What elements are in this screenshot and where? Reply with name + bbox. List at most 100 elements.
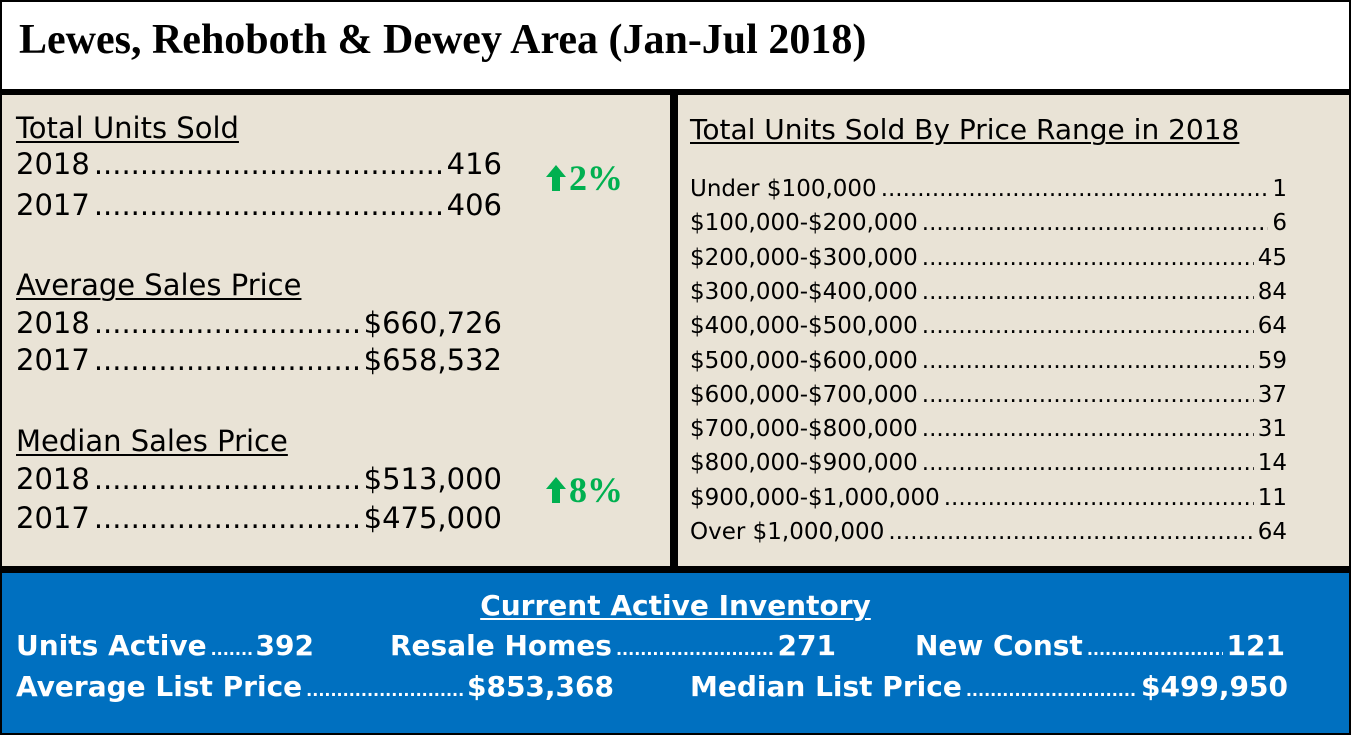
leader-dots [922, 450, 1254, 476]
row-label: Average List Price [16, 670, 303, 703]
median-price-row-2018: 2018 $513,000 [16, 462, 502, 498]
average-price-row-2018: 2018 $660,726 [16, 306, 502, 342]
row-value: $658,532 [363, 343, 502, 377]
row-label: New Const [915, 629, 1083, 662]
row-value: 416 [446, 147, 502, 181]
range-label: $300,000-$400,000 [690, 278, 918, 305]
row-value: 392 [255, 629, 314, 662]
row-label: Units Active [16, 629, 207, 662]
range-label: $900,000-$1,000,000 [690, 484, 940, 511]
price-range-panel: Total Units Sold By Price Range in 2018 … [678, 95, 1349, 566]
average-list-price-row: Average List Price $853,368 [16, 670, 614, 706]
page-title: Lewes, Rehoboth & Dewey Area (Jan-Jul 20… [19, 17, 867, 63]
active-inventory-panel: Current Active Inventory Units Active 39… [2, 573, 1349, 733]
price-range-heading: Total Units Sold By Price Range in 2018 [690, 113, 1240, 146]
sales-summary-panel: Total Units Sold 2018 416 2017 406 2% Av… [2, 95, 670, 566]
leader-dots [922, 210, 1269, 236]
leader-dots [211, 640, 252, 659]
range-label: $200,000-$300,000 [690, 244, 918, 271]
total-units-change-badge: 2% [545, 157, 623, 199]
price-range-row: $300,000-$400,000 84 [690, 279, 1287, 311]
leader-dots [616, 640, 774, 659]
price-range-row: Over $1,000,000 64 [690, 519, 1287, 551]
leader-dots [94, 306, 360, 340]
row-value: 406 [446, 188, 502, 222]
total-units-row-2017: 2017 406 [16, 188, 502, 224]
row-value: 121 [1226, 629, 1285, 662]
range-count: 37 [1257, 381, 1287, 408]
median-list-price-row: Median List Price $499,950 [690, 670, 1288, 706]
row-value: 271 [777, 629, 836, 662]
range-label: $100,000-$200,000 [690, 210, 918, 237]
range-count: 6 [1272, 210, 1287, 237]
price-range-row: $700,000-$800,000 31 [690, 416, 1287, 448]
range-count: 64 [1257, 519, 1287, 545]
range-count: 64 [1257, 313, 1287, 340]
total-units-heading: Total Units Sold [16, 111, 239, 145]
range-label: Over $1,000,000 [690, 519, 885, 545]
range-count: 11 [1257, 484, 1287, 511]
change-value: 2% [569, 158, 623, 198]
range-label: $600,000-$700,000 [690, 381, 918, 408]
range-count: 31 [1257, 416, 1287, 443]
price-range-row: Under $100,000 1 [690, 176, 1287, 208]
range-label: $800,000-$900,000 [690, 450, 918, 477]
leader-dots [966, 681, 1137, 700]
leader-dots [1087, 640, 1223, 659]
median-price-row-2017: 2017 $475,000 [16, 501, 502, 537]
range-count: 59 [1257, 347, 1287, 374]
price-range-row: $900,000-$1,000,000 11 [690, 485, 1287, 517]
leader-dots [881, 176, 1269, 202]
row-value: $513,000 [363, 462, 502, 496]
leader-dots [922, 279, 1254, 305]
range-count: 1 [1272, 176, 1287, 202]
row-label: 2018 [16, 306, 90, 340]
price-range-row: $200,000-$300,000 45 [690, 245, 1287, 277]
range-count: 45 [1257, 244, 1287, 271]
leader-dots [94, 462, 360, 496]
range-label: $500,000-$600,000 [690, 347, 918, 374]
leader-dots [922, 382, 1254, 408]
leader-dots [922, 313, 1254, 339]
row-label: Resale Homes [390, 629, 612, 662]
row-value: $660,726 [363, 306, 502, 340]
row-label: Median List Price [690, 670, 962, 703]
row-value: $499,950 [1140, 670, 1288, 703]
total-units-row-2018: 2018 416 [16, 147, 502, 183]
median-price-change-badge: 8% [545, 469, 623, 511]
up-arrow-icon [546, 165, 566, 191]
price-range-row: $100,000-$200,000 6 [690, 210, 1287, 242]
row-label: 2018 [16, 462, 90, 496]
row-label: 2018 [16, 147, 90, 181]
units-active-row: Units Active 392 [16, 629, 314, 665]
average-price-heading: Average Sales Price [16, 268, 302, 302]
header-panel: Lewes, Rehoboth & Dewey Area (Jan-Jul 20… [2, 2, 1349, 89]
price-range-row: $800,000-$900,000 14 [690, 450, 1287, 482]
row-label: 2017 [16, 343, 90, 377]
price-range-row: $500,000-$600,000 59 [690, 348, 1287, 380]
row-label: 2017 [16, 501, 90, 535]
leader-dots [922, 416, 1254, 442]
row-value: $853,368 [466, 670, 614, 703]
row-label: 2017 [16, 188, 90, 222]
new-const-row: New Const 121 [915, 629, 1285, 665]
leader-dots [94, 188, 443, 222]
leader-dots [306, 681, 463, 700]
row-value: $475,000 [363, 501, 502, 535]
range-label: $700,000-$800,000 [690, 416, 918, 443]
range-count: 14 [1257, 450, 1287, 477]
inventory-heading: Current Active Inventory [480, 589, 871, 622]
leader-dots [94, 343, 360, 377]
leader-dots [944, 485, 1254, 511]
leader-dots [94, 501, 360, 535]
price-range-row: $400,000-$500,000 64 [690, 313, 1287, 345]
leader-dots [94, 147, 443, 181]
average-price-row-2017: 2017 $658,532 [16, 343, 502, 379]
leader-dots [922, 245, 1254, 271]
up-arrow-icon [546, 477, 566, 503]
resale-homes-row: Resale Homes 271 [390, 629, 836, 665]
leader-dots [888, 519, 1253, 545]
median-price-heading: Median Sales Price [16, 424, 288, 458]
range-label: $400,000-$500,000 [690, 313, 918, 340]
price-range-row: $600,000-$700,000 37 [690, 382, 1287, 414]
